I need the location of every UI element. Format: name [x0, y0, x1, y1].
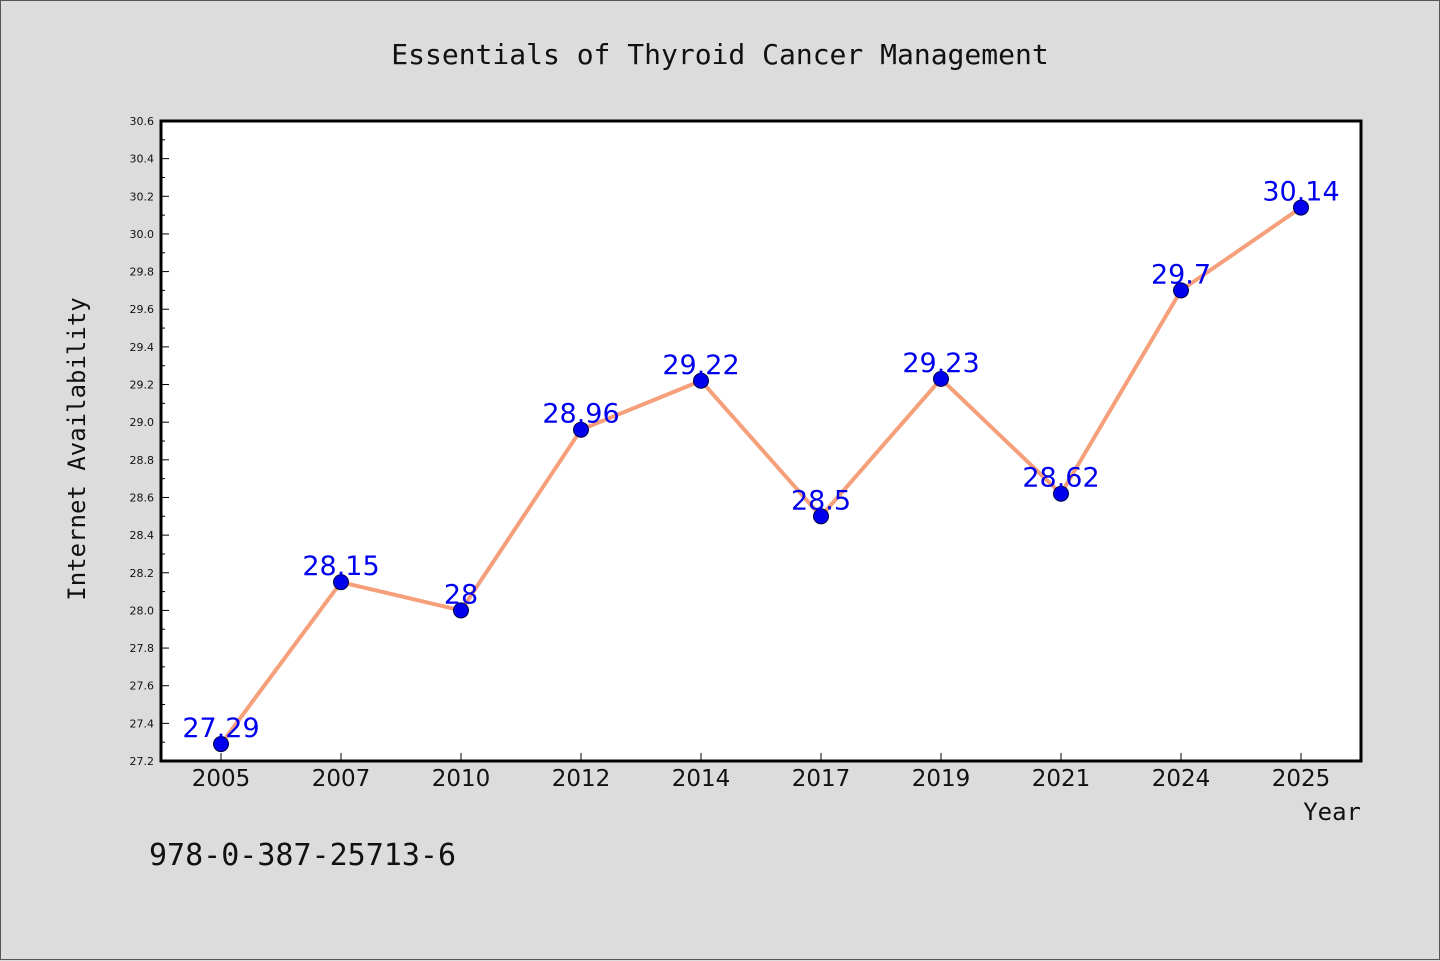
data-label: 28.96 — [542, 399, 619, 430]
chart-title: Essentials of Thyroid Cancer Management — [391, 38, 1048, 71]
data-label: 30.14 — [1262, 177, 1339, 208]
x-tick-label: 2005 — [192, 766, 251, 792]
x-tick-label: 2025 — [1272, 766, 1331, 792]
y-tick-label: 27.8 — [130, 642, 155, 655]
data-label-layer: 27.29 28.15 28 28.96 29.22 28.5 29.23 28.62 29.7… — [182, 177, 1339, 744]
y-tick-label: 28.2 — [130, 567, 155, 580]
data-point — [1173, 282, 1189, 299]
y-tick-label: 29.4 — [130, 341, 155, 354]
data-label: 28 — [444, 579, 478, 610]
x-tick-label: 2024 — [1152, 766, 1211, 792]
data-point — [213, 736, 229, 753]
y-axis-label: Internet Availability — [63, 297, 91, 600]
y-tick-label: 30.6 — [130, 115, 155, 128]
data-label: 28.15 — [302, 551, 379, 582]
data-point — [693, 372, 709, 389]
x-tick-label: 2007 — [312, 766, 371, 792]
data-label: 27.29 — [182, 713, 259, 744]
x-tick-label: 2010 — [432, 766, 491, 792]
y-tick-label: 27.2 — [130, 755, 155, 768]
y-tick-label: 29.6 — [130, 303, 155, 316]
x-tick-label: 2021 — [1032, 766, 1091, 792]
y-axis: 27.2 27.4 27.6 27.8 28.0 28.2 28.4 28.6 28.8 29.0… — [130, 115, 169, 768]
y-tick-label: 28.0 — [130, 604, 155, 617]
y-tick-label: 28.8 — [130, 454, 155, 467]
plot-area — [159, 119, 1363, 763]
y-tick-label: 28.6 — [130, 491, 155, 504]
x-tick-label: 2012 — [552, 766, 611, 792]
y-tick-label: 29.0 — [130, 416, 155, 429]
data-point — [453, 602, 469, 619]
series-layer — [213, 199, 1309, 753]
data-label: 28.5 — [791, 485, 851, 516]
y-tick-label: 30.4 — [130, 153, 155, 166]
y-tick-label: 28.4 — [130, 529, 155, 542]
y-tick-label: 29.2 — [130, 379, 155, 392]
data-label: 29.22 — [662, 350, 739, 381]
data-label: 29.23 — [902, 348, 979, 379]
y-tick-label: 30.0 — [130, 228, 155, 241]
data-point — [933, 370, 949, 387]
data-label: 29.7 — [1151, 259, 1211, 290]
data-point — [333, 574, 349, 591]
data-point — [1293, 199, 1309, 216]
x-tick-label: 2017 — [792, 766, 851, 792]
x-axis-label: Year — [1303, 798, 1361, 826]
y-tick-label: 29.8 — [130, 266, 155, 279]
data-point — [573, 421, 589, 438]
y-tick-label: 30.2 — [130, 190, 155, 203]
x-tick-label: 2019 — [912, 766, 971, 792]
x-tick-label: 2014 — [672, 766, 731, 792]
data-point — [1053, 485, 1069, 502]
y-tick-label: 27.6 — [130, 680, 155, 693]
data-point — [813, 508, 829, 525]
x-axis: 2005 2007 2010 2012 2014 2017 2019 2021 2024 2025 — [192, 753, 1331, 792]
data-label: 28.62 — [1022, 463, 1099, 494]
series-line — [219, 205, 1303, 747]
y-tick-label: 27.4 — [130, 717, 155, 730]
isbn-text: 978-0-387-25713-6 — [149, 838, 456, 873]
